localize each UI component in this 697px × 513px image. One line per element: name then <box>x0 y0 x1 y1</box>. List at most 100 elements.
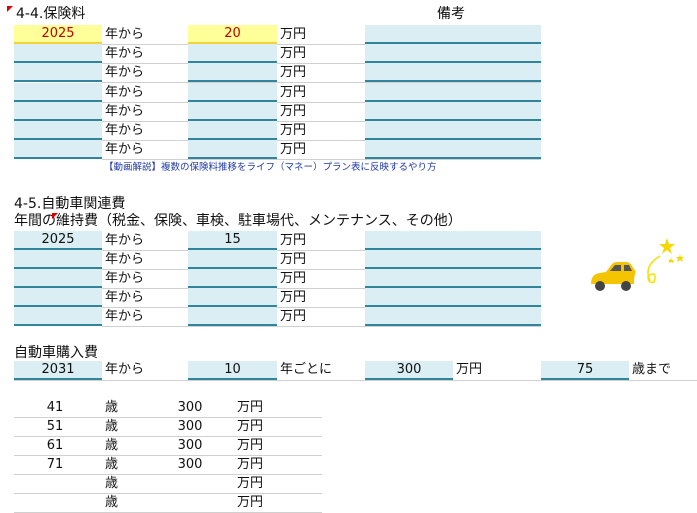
age-label: 歳 <box>105 457 119 472</box>
unit-label: 万円 <box>280 309 307 324</box>
row-gridline <box>14 455 322 456</box>
amount-input[interactable]: 15 <box>188 231 277 250</box>
age-value: 41 <box>46 400 64 415</box>
year-input[interactable] <box>14 63 102 83</box>
amount-input[interactable] <box>188 101 277 121</box>
unit-label: 万円 <box>280 84 307 100</box>
remarks-input[interactable] <box>365 82 541 102</box>
unit-label: 万円 <box>280 27 307 42</box>
amount-input[interactable] <box>188 307 277 326</box>
purchase-year-input[interactable]: 2031 <box>14 361 102 380</box>
age-value: 71 <box>46 457 64 472</box>
comment-indicator <box>52 213 58 219</box>
year-input[interactable] <box>14 101 102 121</box>
remarks-input[interactable] <box>365 231 541 250</box>
remarks-input[interactable] <box>365 288 541 307</box>
row-gridline <box>102 44 541 45</box>
remarks-input[interactable] <box>365 44 541 64</box>
unit-label: 万円 <box>237 495 264 510</box>
unit-label: 万円 <box>237 438 264 453</box>
comment-indicator <box>7 6 13 12</box>
row-gridline <box>102 63 541 65</box>
from-label: 年から <box>105 103 145 119</box>
unit-label: 万円 <box>280 271 307 286</box>
unit-label: 万円 <box>280 103 307 119</box>
unit-label: 万円 <box>237 476 264 491</box>
amount-value: 300 <box>177 400 203 415</box>
remarks-input[interactable] <box>365 121 541 140</box>
from-label: 年から <box>105 27 145 42</box>
remarks-input[interactable] <box>365 250 541 269</box>
star-icon <box>668 258 674 263</box>
from-label: 年から <box>105 65 145 81</box>
unit-label: 万円 <box>280 142 307 158</box>
purchase-interval-input[interactable]: 10 <box>188 361 277 380</box>
amount-value: 300 <box>177 457 203 472</box>
age-label: 歳 <box>105 476 119 491</box>
until-label: 歳まで <box>632 362 672 377</box>
amount-input[interactable] <box>188 82 277 102</box>
unit-label: 万円 <box>237 457 264 472</box>
row-gridline <box>14 474 322 475</box>
car-illustration <box>588 236 693 300</box>
amount-value: 300 <box>177 419 203 434</box>
year-input[interactable] <box>14 288 102 307</box>
row-gridline <box>102 288 541 289</box>
amount-input[interactable]: 20 <box>188 25 277 44</box>
from-label: 年から <box>105 123 145 138</box>
amount-input[interactable] <box>188 269 277 288</box>
year-input[interactable] <box>14 121 102 140</box>
unit-label: 万円 <box>280 65 307 81</box>
unit-label: 万円 <box>237 400 264 415</box>
year-input[interactable]: 2025 <box>14 231 102 250</box>
unit-label: 万円 <box>280 123 307 138</box>
unit-label: 万円 <box>456 362 483 377</box>
from-label: 年から <box>105 46 145 62</box>
age-label: 歳 <box>105 495 119 510</box>
from-label: 年から <box>105 309 145 324</box>
year-input[interactable] <box>14 44 102 64</box>
amount-input[interactable] <box>188 63 277 83</box>
unit-label: 万円 <box>237 419 264 434</box>
year-input[interactable] <box>14 307 102 326</box>
year-input[interactable] <box>14 82 102 102</box>
purchase-amount-input[interactable]: 300 <box>365 361 453 380</box>
from-label: 年から <box>105 233 145 248</box>
row-gridline <box>102 250 541 251</box>
remarks-input[interactable] <box>365 269 541 288</box>
unit-label: 万円 <box>280 46 307 62</box>
from-label: 年から <box>105 252 145 267</box>
amount-input[interactable] <box>188 140 277 160</box>
age-label: 歳 <box>105 400 119 415</box>
remarks-input[interactable] <box>365 307 541 326</box>
year-input[interactable] <box>14 140 102 160</box>
from-label: 年から <box>105 271 145 286</box>
car-title: 4-5.自動車関連費 <box>14 196 126 212</box>
year-input[interactable] <box>14 269 102 288</box>
row-gridline <box>102 140 541 141</box>
row-gridline <box>102 120 541 122</box>
interval-label: 年ごとに <box>280 362 333 377</box>
age-value: 51 <box>46 419 64 434</box>
amount-input[interactable] <box>188 121 277 140</box>
amount-input[interactable] <box>188 288 277 307</box>
amount-input[interactable] <box>188 250 277 269</box>
year-input[interactable]: 2025 <box>14 25 102 44</box>
car-icon <box>591 262 636 284</box>
remarks-input[interactable] <box>365 63 541 83</box>
year-input[interactable] <box>14 250 102 269</box>
row-gridline <box>102 326 541 327</box>
remarks-header: 備考 <box>437 6 465 22</box>
age-label: 歳 <box>105 438 119 453</box>
from-label: 年から <box>105 362 145 377</box>
star-icon <box>676 254 684 262</box>
unit-label: 万円 <box>280 290 307 305</box>
insurance-title: 4-4.保険料 <box>16 6 86 22</box>
remarks-input[interactable] <box>365 140 541 160</box>
amount-input[interactable] <box>188 44 277 64</box>
remarks-input[interactable] <box>365 101 541 121</box>
video-explanation-link[interactable]: 【動画解説】複数の保険料推移をライフ（マネー）プラン表に反映するやり方 <box>104 162 437 173</box>
row-gridline <box>102 159 541 161</box>
until-age-input[interactable]: 75 <box>541 361 629 380</box>
remarks-input[interactable] <box>365 25 541 44</box>
